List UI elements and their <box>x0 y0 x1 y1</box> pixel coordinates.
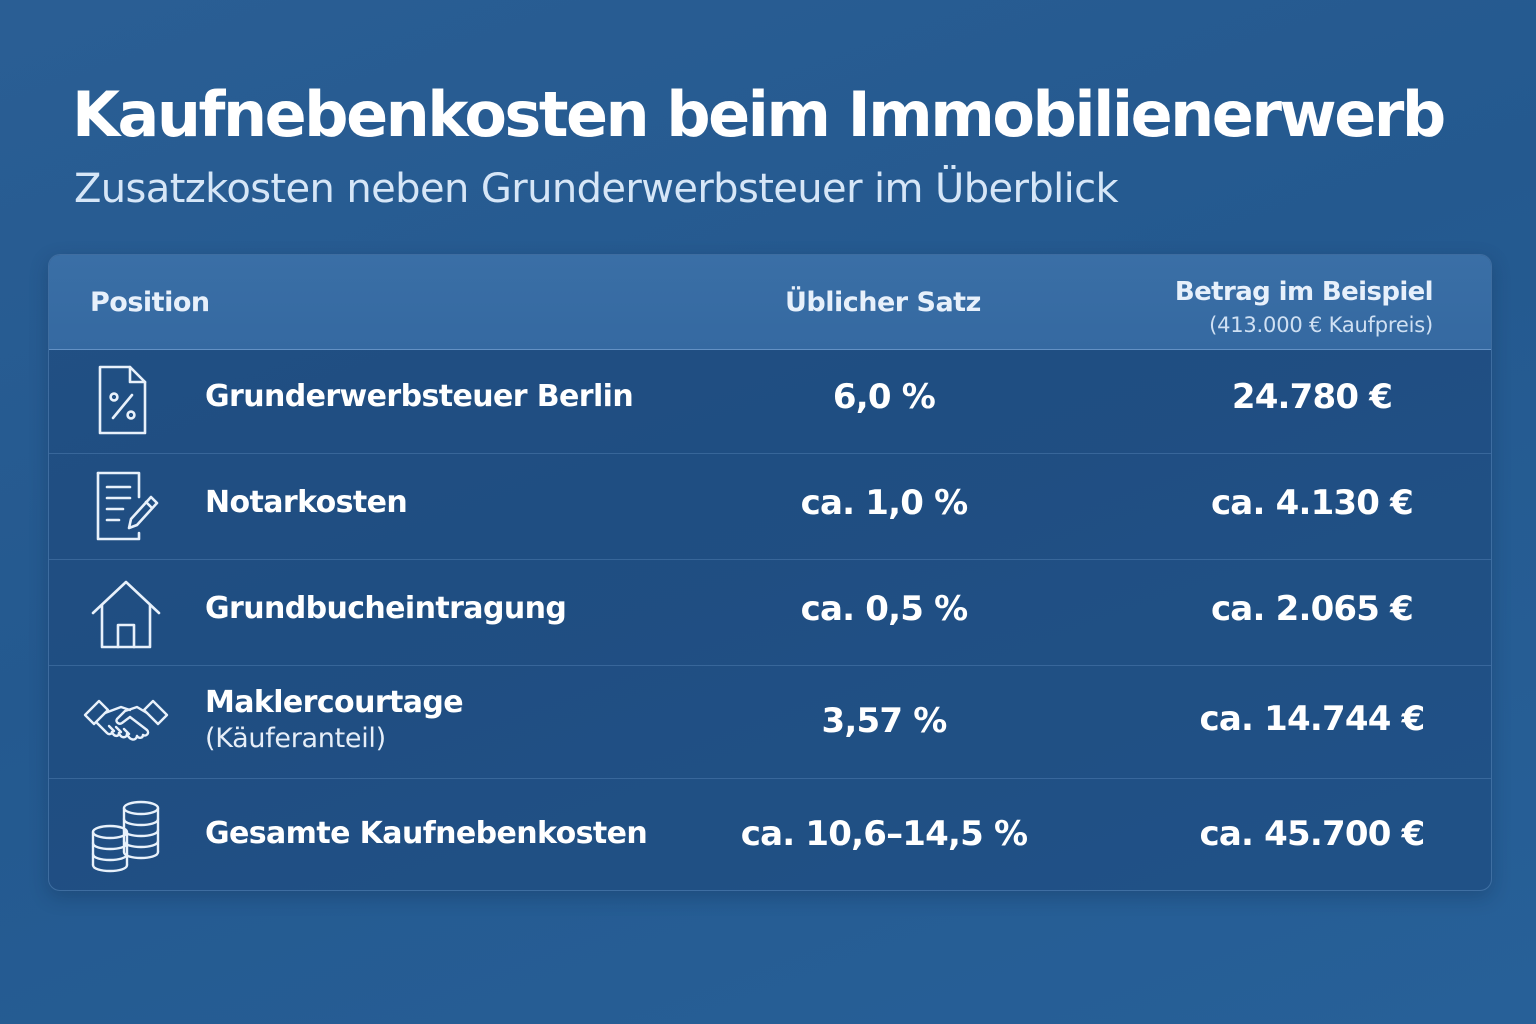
page-subtitle: Zusatzkosten neben Grunderwerbsteuer im … <box>74 166 1119 212</box>
column-header-rate: Üblicher Satz <box>785 287 981 318</box>
column-header-amount-note: (413.000 € Kaufpreis) <box>1209 313 1433 337</box>
table-row: Notarkosten ca. 1,0 % ca. 4.130 € <box>49 453 1491 560</box>
row-sublabel: (Käuferanteil) <box>205 723 386 754</box>
table-row: Grundbucheintragung ca. 0,5 % ca. 2.065 … <box>49 559 1491 666</box>
table-header: Position Üblicher Satz Betrag im Beispie… <box>49 255 1491 350</box>
row-label: Maklercourtage <box>205 685 464 720</box>
row-amount: ca. 14.744 € <box>1199 699 1426 739</box>
row-label: Grundbucheintragung <box>205 591 567 626</box>
cost-table: Position Üblicher Satz Betrag im Beispie… <box>48 254 1492 891</box>
row-amount: ca. 4.130 € <box>1210 483 1414 523</box>
row-rate: ca. 0,5 % <box>800 589 969 629</box>
table-row: Maklercourtage (Käuferanteil) 3,57 % ca.… <box>49 665 1491 779</box>
row-rate: ca. 1,0 % <box>800 483 969 523</box>
row-rate: 3,57 % <box>821 701 948 741</box>
table-row: Grunderwerbsteuer Berlin 6,0 % 24.780 € <box>49 349 1491 454</box>
coin-stack-icon <box>81 794 171 874</box>
page-title: Kaufnebenkosten beim Immobilienerwerb <box>72 78 1446 151</box>
handshake-icon <box>81 681 171 761</box>
document-pen-icon <box>81 467 171 547</box>
house-icon <box>81 573 171 653</box>
column-header-position: Position <box>90 287 210 318</box>
percent-document-icon <box>81 361 171 441</box>
row-label: Notarkosten <box>205 485 408 520</box>
table-row: Gesamte Kaufnebenkosten ca. 10,6–14,5 % … <box>49 778 1491 890</box>
column-header-amount: Betrag im Beispiel <box>1174 277 1434 307</box>
row-rate: ca. 10,6–14,5 % <box>740 814 1028 854</box>
row-label: Gesamte Kaufnebenkosten <box>205 816 648 851</box>
row-amount: 24.780 € <box>1231 377 1393 417</box>
row-amount: ca. 2.065 € <box>1210 589 1414 629</box>
row-label: Grunderwerbsteuer Berlin <box>205 379 634 414</box>
row-amount: ca. 45.700 € <box>1199 814 1426 854</box>
row-rate: 6,0 % <box>832 377 936 417</box>
